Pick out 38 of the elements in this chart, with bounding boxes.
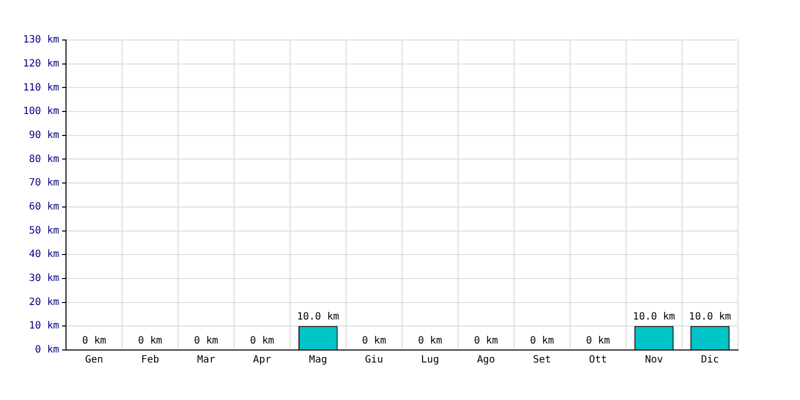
x-tick-label: Ott [588, 354, 608, 366]
data-label: 0 km [474, 336, 498, 347]
data-label: 0 km [250, 336, 274, 347]
y-tick-label: 100 km [23, 106, 60, 118]
x-tick-label: Mag [309, 354, 328, 366]
y-tick-label: 130 km [23, 34, 60, 46]
data-label: 0 km [530, 336, 554, 347]
data-label: 10.0 km [632, 312, 676, 323]
y-tick-label: 60 km [29, 202, 60, 213]
y-tick-label: 20 km [29, 296, 60, 308]
x-tick-label: Nov [644, 354, 664, 366]
x-tick-label: Ago [477, 354, 496, 366]
x-tick-label: Gen [85, 354, 104, 366]
x-tick-label: Lug [421, 354, 440, 366]
y-tick-label: 40 km [29, 249, 60, 260]
data-label: 0 km [82, 336, 106, 347]
data-label: 10.0 km [297, 312, 340, 323]
x-tick-label: Mar [197, 354, 216, 366]
x-tick-label: Dic [700, 354, 720, 366]
y-tick-label: 10 km [29, 320, 60, 332]
data-label: 0 km [362, 336, 386, 347]
y-tick-label: 50 km [29, 225, 60, 236]
y-tick-label: 110 km [23, 82, 60, 94]
y-tick-label: 0 km [35, 344, 60, 356]
data-label: 0 km [138, 336, 162, 347]
y-tick-label: 90 km [29, 130, 60, 141]
y-tick-label: 80 km [29, 154, 60, 165]
data-label: 10.0 km [688, 312, 732, 323]
y-tick-label: 120 km [23, 58, 60, 70]
x-tick-label: Feb [141, 354, 160, 366]
data-label: 0 km [418, 336, 442, 347]
x-tick-label: Set [533, 354, 552, 366]
x-tick-label: Giu [365, 354, 384, 366]
y-tick-label: 30 km [29, 273, 60, 284]
data-label: 0 km [194, 336, 218, 347]
x-tick-label: Apr [253, 354, 272, 366]
y-tick-label: 70 km [29, 178, 60, 189]
data-label: 0 km [586, 336, 610, 347]
